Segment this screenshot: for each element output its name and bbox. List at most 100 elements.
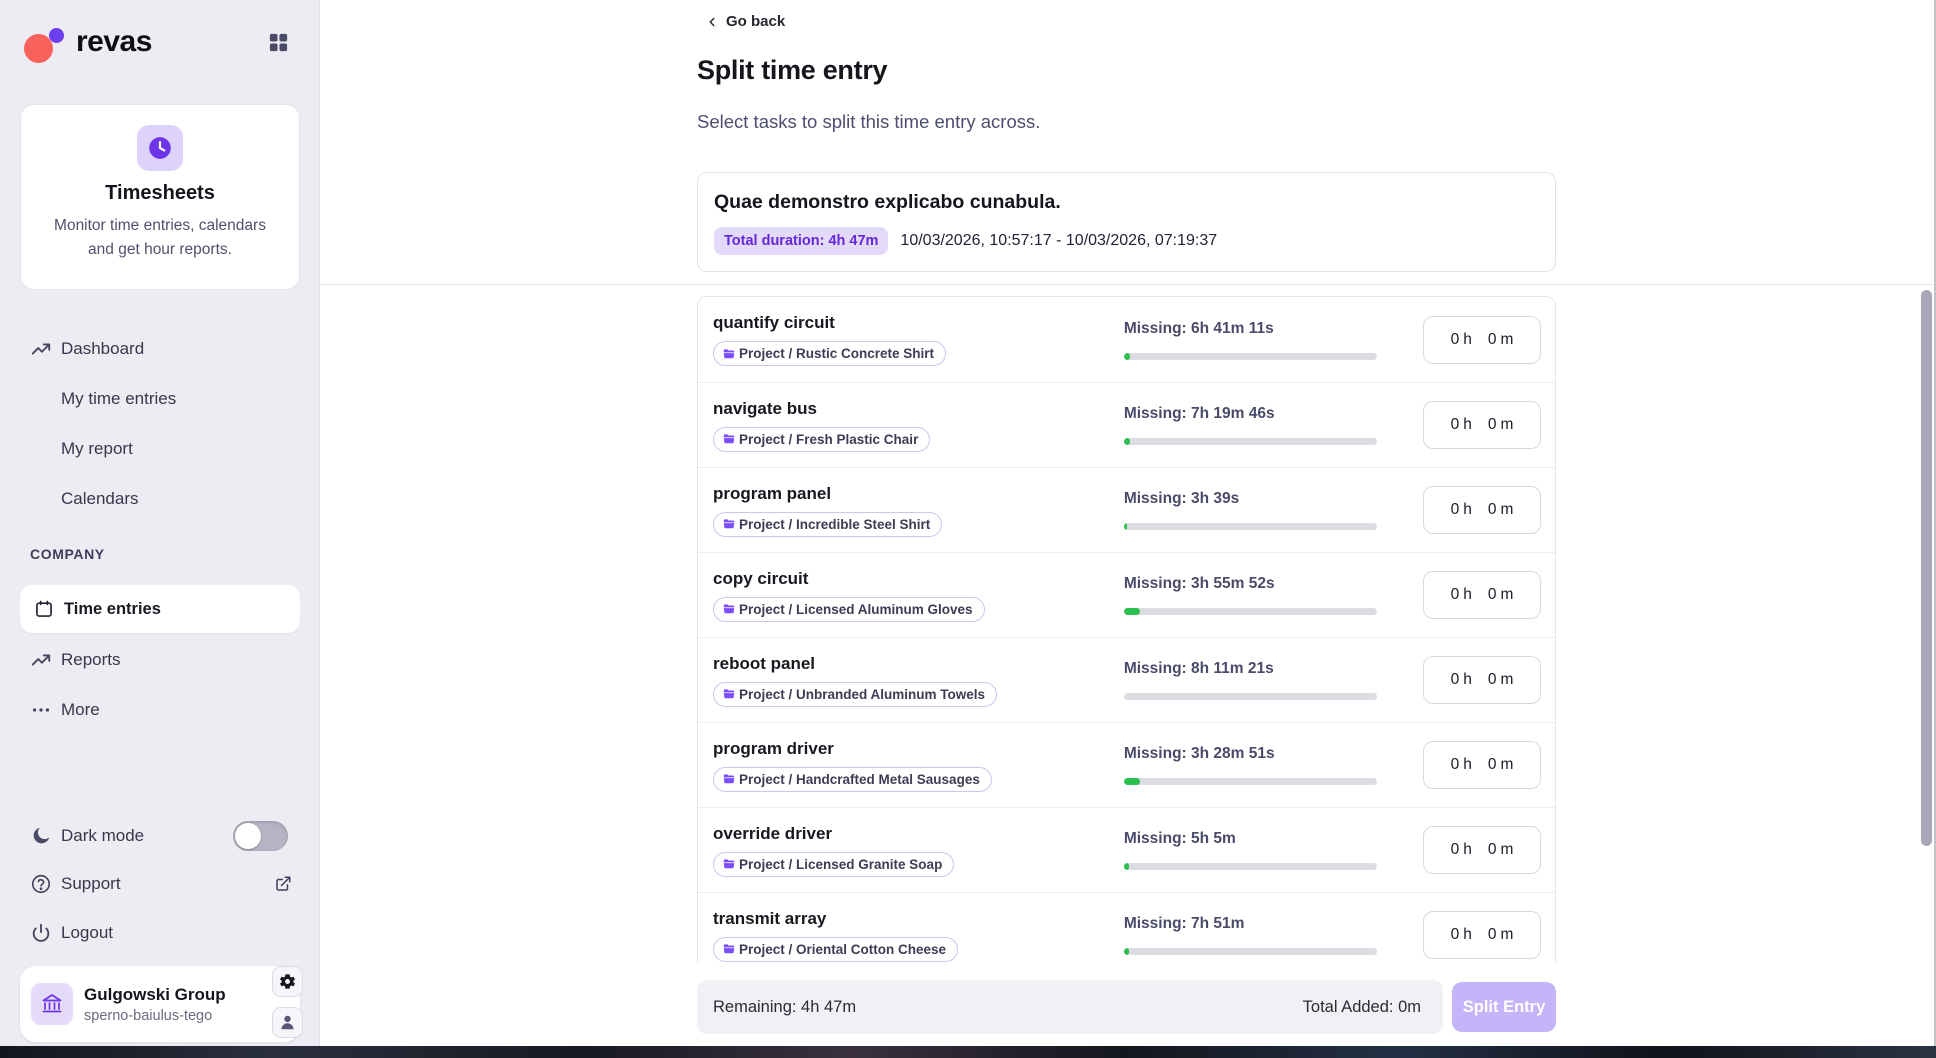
bank-icon <box>31 983 73 1025</box>
task-time-inputs[interactable]: 0 h 0 m <box>1423 656 1541 704</box>
task-time-inputs[interactable]: 0 h 0 m <box>1423 315 1541 364</box>
dark-mode-label: Dark mode <box>61 826 145 845</box>
trending-up-icon <box>30 649 52 671</box>
sidebar-item-label: My time entries <box>61 389 177 408</box>
folder-icon <box>723 348 735 358</box>
sidebar-item-label: Reports <box>61 650 121 669</box>
sidebar-item-reports[interactable]: Reports <box>0 635 320 685</box>
time-entry-summary-card: Quae demonstro explicabo cunabula. Total… <box>697 172 1556 272</box>
go-back-button[interactable]: Go back <box>705 13 785 30</box>
task-project-pill: Project / Incredible Steel Shirt <box>713 511 943 537</box>
task-hours-value[interactable]: 0 <box>1450 756 1460 773</box>
task-missing-label: Missing: 5h 5m <box>1123 830 1236 847</box>
task-hours-value[interactable]: 0 <box>1450 586 1460 603</box>
task-progress-track <box>1123 608 1377 615</box>
task-minutes-unit: m <box>1500 416 1514 433</box>
task-time-inputs[interactable]: 0 h 0 m <box>1423 486 1541 534</box>
task-project-pill: Project / Fresh Plastic Chair <box>713 426 931 452</box>
task-minutes-value[interactable]: 0 <box>1487 841 1497 858</box>
workspace-card[interactable]: Gulgowski Group sperno-baiulus-tego <box>20 966 300 1042</box>
total-added-label: Total Added: 0m <box>1302 997 1421 1016</box>
task-hours-value[interactable]: 0 <box>1450 501 1460 518</box>
task-missing-label: Missing: 7h 19m 46s <box>1123 405 1275 422</box>
task-row: copy circuit Project / Licensed Aluminum… <box>698 552 1555 637</box>
task-minutes-value[interactable]: 0 <box>1487 416 1497 433</box>
task-progress-track <box>1123 693 1377 700</box>
task-minutes-value[interactable]: 0 <box>1487 501 1497 518</box>
profile-button[interactable] <box>272 1007 303 1038</box>
task-time-inputs[interactable]: 0 h 0 m <box>1423 571 1541 619</box>
task-hours-value[interactable]: 0 <box>1450 926 1460 943</box>
task-minutes-value[interactable]: 0 <box>1487 330 1497 348</box>
task-name: quantify circuit <box>713 313 835 332</box>
sidebar-item-calendars[interactable]: Calendars <box>0 474 320 524</box>
task-minutes-unit: m <box>1500 586 1514 603</box>
sidebar-item-label: Logout <box>61 923 113 942</box>
sidebar-item-support[interactable]: Support <box>0 859 320 909</box>
task-time-inputs[interactable]: 0 h 0 m <box>1423 911 1541 959</box>
task-progress-fill <box>1123 438 1131 445</box>
task-project-pill: Project / Handcrafted Metal Sausages <box>713 766 992 792</box>
window-right-edge <box>1934 0 1936 1046</box>
folder-icon <box>723 434 735 444</box>
task-progress-track <box>1123 523 1377 530</box>
sidebar-item-dashboard[interactable]: Dashboard <box>0 324 320 374</box>
task-missing-label: Missing: 7h 51m <box>1123 915 1245 932</box>
apps-grid-icon[interactable] <box>267 31 290 54</box>
task-minutes-unit: m <box>1500 330 1514 348</box>
task-minutes-value[interactable]: 0 <box>1487 586 1497 603</box>
sidebar: revas Timesheets Monitor time entries, c… <box>0 0 320 1046</box>
task-hours-value[interactable]: 0 <box>1450 841 1460 858</box>
task-progress-fill <box>1123 608 1141 615</box>
folder-icon <box>723 519 735 529</box>
sidebar-item-label: Calendars <box>61 489 139 508</box>
task-progress-fill <box>1123 523 1127 530</box>
entry-name: Quae demonstro explicabo cunabula. <box>714 191 1061 213</box>
task-minutes-unit: m <box>1500 671 1514 688</box>
task-name: program driver <box>713 738 834 758</box>
power-icon <box>30 922 52 944</box>
sidebar-item-more[interactable]: More <box>0 685 320 735</box>
chevron-left-icon <box>709 17 715 26</box>
task-missing-label: Missing: 3h 28m 51s <box>1123 745 1275 762</box>
split-entry-button[interactable]: Split Entry <box>1452 982 1556 1032</box>
task-hours-value[interactable]: 0 <box>1450 416 1460 433</box>
vertical-scrollbar-thumb[interactable] <box>1921 290 1932 846</box>
total-duration-badge: Total duration: 4h 47m <box>714 227 889 255</box>
task-scroll-area[interactable]: quantify circuit Project / Rustic Concre… <box>320 285 1936 963</box>
remaining-label: Remaining: 4h 47m <box>713 997 857 1016</box>
sidebar-item-my-report[interactable]: My report <box>0 424 320 474</box>
task-row: transmit array Project / Oriental Cotton… <box>698 892 1555 963</box>
task-hours-value[interactable]: 0 <box>1450 671 1460 688</box>
clock-icon <box>137 125 183 171</box>
sidebar-item-my-time-entries[interactable]: My time entries <box>0 374 320 424</box>
task-minutes-unit: m <box>1500 926 1514 943</box>
task-minutes-value[interactable]: 0 <box>1487 756 1497 773</box>
brand-logo-icon <box>24 20 70 64</box>
sidebar-item-logout[interactable]: Logout <box>0 908 320 958</box>
task-time-inputs[interactable]: 0 h 0 m <box>1423 401 1541 449</box>
task-progress-fill <box>1123 863 1130 870</box>
sidebar-item-time-entries[interactable]: Time entries <box>20 585 300 633</box>
task-time-inputs[interactable]: 0 h 0 m <box>1423 826 1541 874</box>
task-time-inputs[interactable]: 0 h 0 m <box>1423 741 1541 789</box>
dark-mode-row: Dark mode <box>0 811 320 861</box>
sidebar-item-label: Support <box>61 874 121 893</box>
external-link-icon[interactable] <box>274 875 292 893</box>
sidebar-item-label: More <box>61 700 100 719</box>
task-minutes-value[interactable]: 0 <box>1487 926 1497 943</box>
task-minutes-unit: m <box>1500 501 1514 518</box>
task-project-label: Project / Incredible Steel Shirt <box>739 516 931 532</box>
task-name: program panel <box>713 483 832 503</box>
settings-gear-button[interactable] <box>272 966 303 997</box>
workspace-name: Gulgowski Group <box>84 984 226 1004</box>
dark-mode-toggle[interactable] <box>233 821 288 851</box>
entry-date-range: 10/03/2026, 10:57:17 - 10/03/2026, 07:19… <box>900 232 1218 249</box>
split-summary-bar: Remaining: 4h 47m Total Added: 0m <box>697 980 1443 1034</box>
task-project-label: Project / Oriental Cotton Cheese <box>739 941 947 957</box>
task-minutes-value[interactable]: 0 <box>1487 671 1497 688</box>
task-hours-value[interactable]: 0 <box>1450 330 1460 348</box>
task-progress-fill <box>1123 948 1130 955</box>
task-hours-unit: h <box>1463 671 1472 688</box>
